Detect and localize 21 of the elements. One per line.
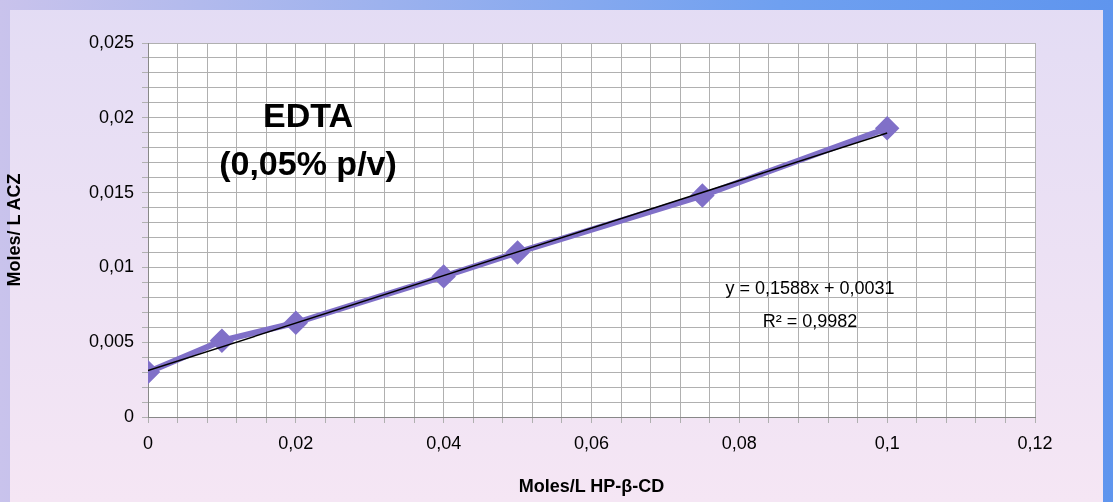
x-tick-label: 0,1 — [874, 432, 900, 453]
annotation: y = 0,1588x + 0,0031 — [725, 277, 895, 298]
text: (0,05% p/v) — [219, 144, 397, 183]
y-tick-label: 0,025 — [88, 31, 134, 52]
text: EDTA — [262, 96, 354, 135]
y-tick-label: 0 — [123, 405, 134, 426]
x-tick-label: 0,02 — [278, 432, 314, 453]
x-tick-label: 0,04 — [426, 432, 462, 453]
y-tick-label: 0,01 — [98, 256, 134, 277]
y-axis-title: Moles/ L ACZ — [3, 173, 24, 287]
x-tick-label: 0,08 — [721, 432, 757, 453]
point — [876, 117, 899, 140]
x-tick-label: 0 — [142, 432, 154, 453]
y-tick-label: 0,015 — [88, 181, 134, 202]
point — [210, 329, 233, 352]
x-axis-title: Moles/L HP-β-CD — [518, 476, 665, 497]
y-tick-label: 0,005 — [88, 331, 134, 352]
x-tick-label: 0,12 — [1017, 432, 1053, 453]
annotation: R² = 0,9982 — [762, 310, 858, 331]
x-tick-label: 0,06 — [573, 432, 610, 453]
y-tick-label: 0,02 — [98, 106, 134, 127]
